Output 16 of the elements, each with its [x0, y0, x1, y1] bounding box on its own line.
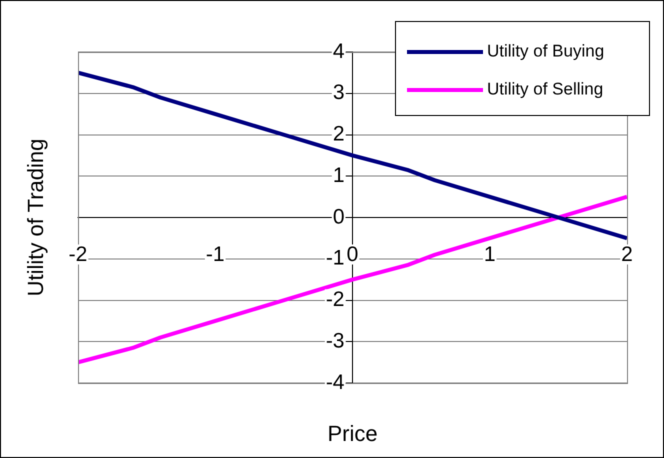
- y-axis-title: Utility of Trading: [23, 138, 48, 296]
- x-tick-label: 1: [484, 242, 496, 266]
- y-tick-label: 3: [332, 81, 344, 104]
- y-tick-label: -3: [326, 329, 344, 352]
- x-axis-title: Price: [327, 421, 378, 446]
- y-tick-label: -4: [326, 370, 345, 394]
- legend-label: Utility of Selling: [487, 80, 604, 99]
- y-tick-label: 4: [332, 40, 345, 63]
- y-tick-label: 2: [332, 122, 344, 146]
- y-tick-label: 0: [332, 205, 344, 228]
- legend-label: Utility of Buying: [487, 42, 604, 61]
- x-tick-label: -1: [206, 242, 225, 266]
- x-tick-label: -2: [68, 242, 88, 266]
- x-tick-label: 2: [621, 242, 633, 266]
- y-tick-label: 1: [332, 164, 344, 187]
- y-tick-label: -2: [326, 288, 344, 312]
